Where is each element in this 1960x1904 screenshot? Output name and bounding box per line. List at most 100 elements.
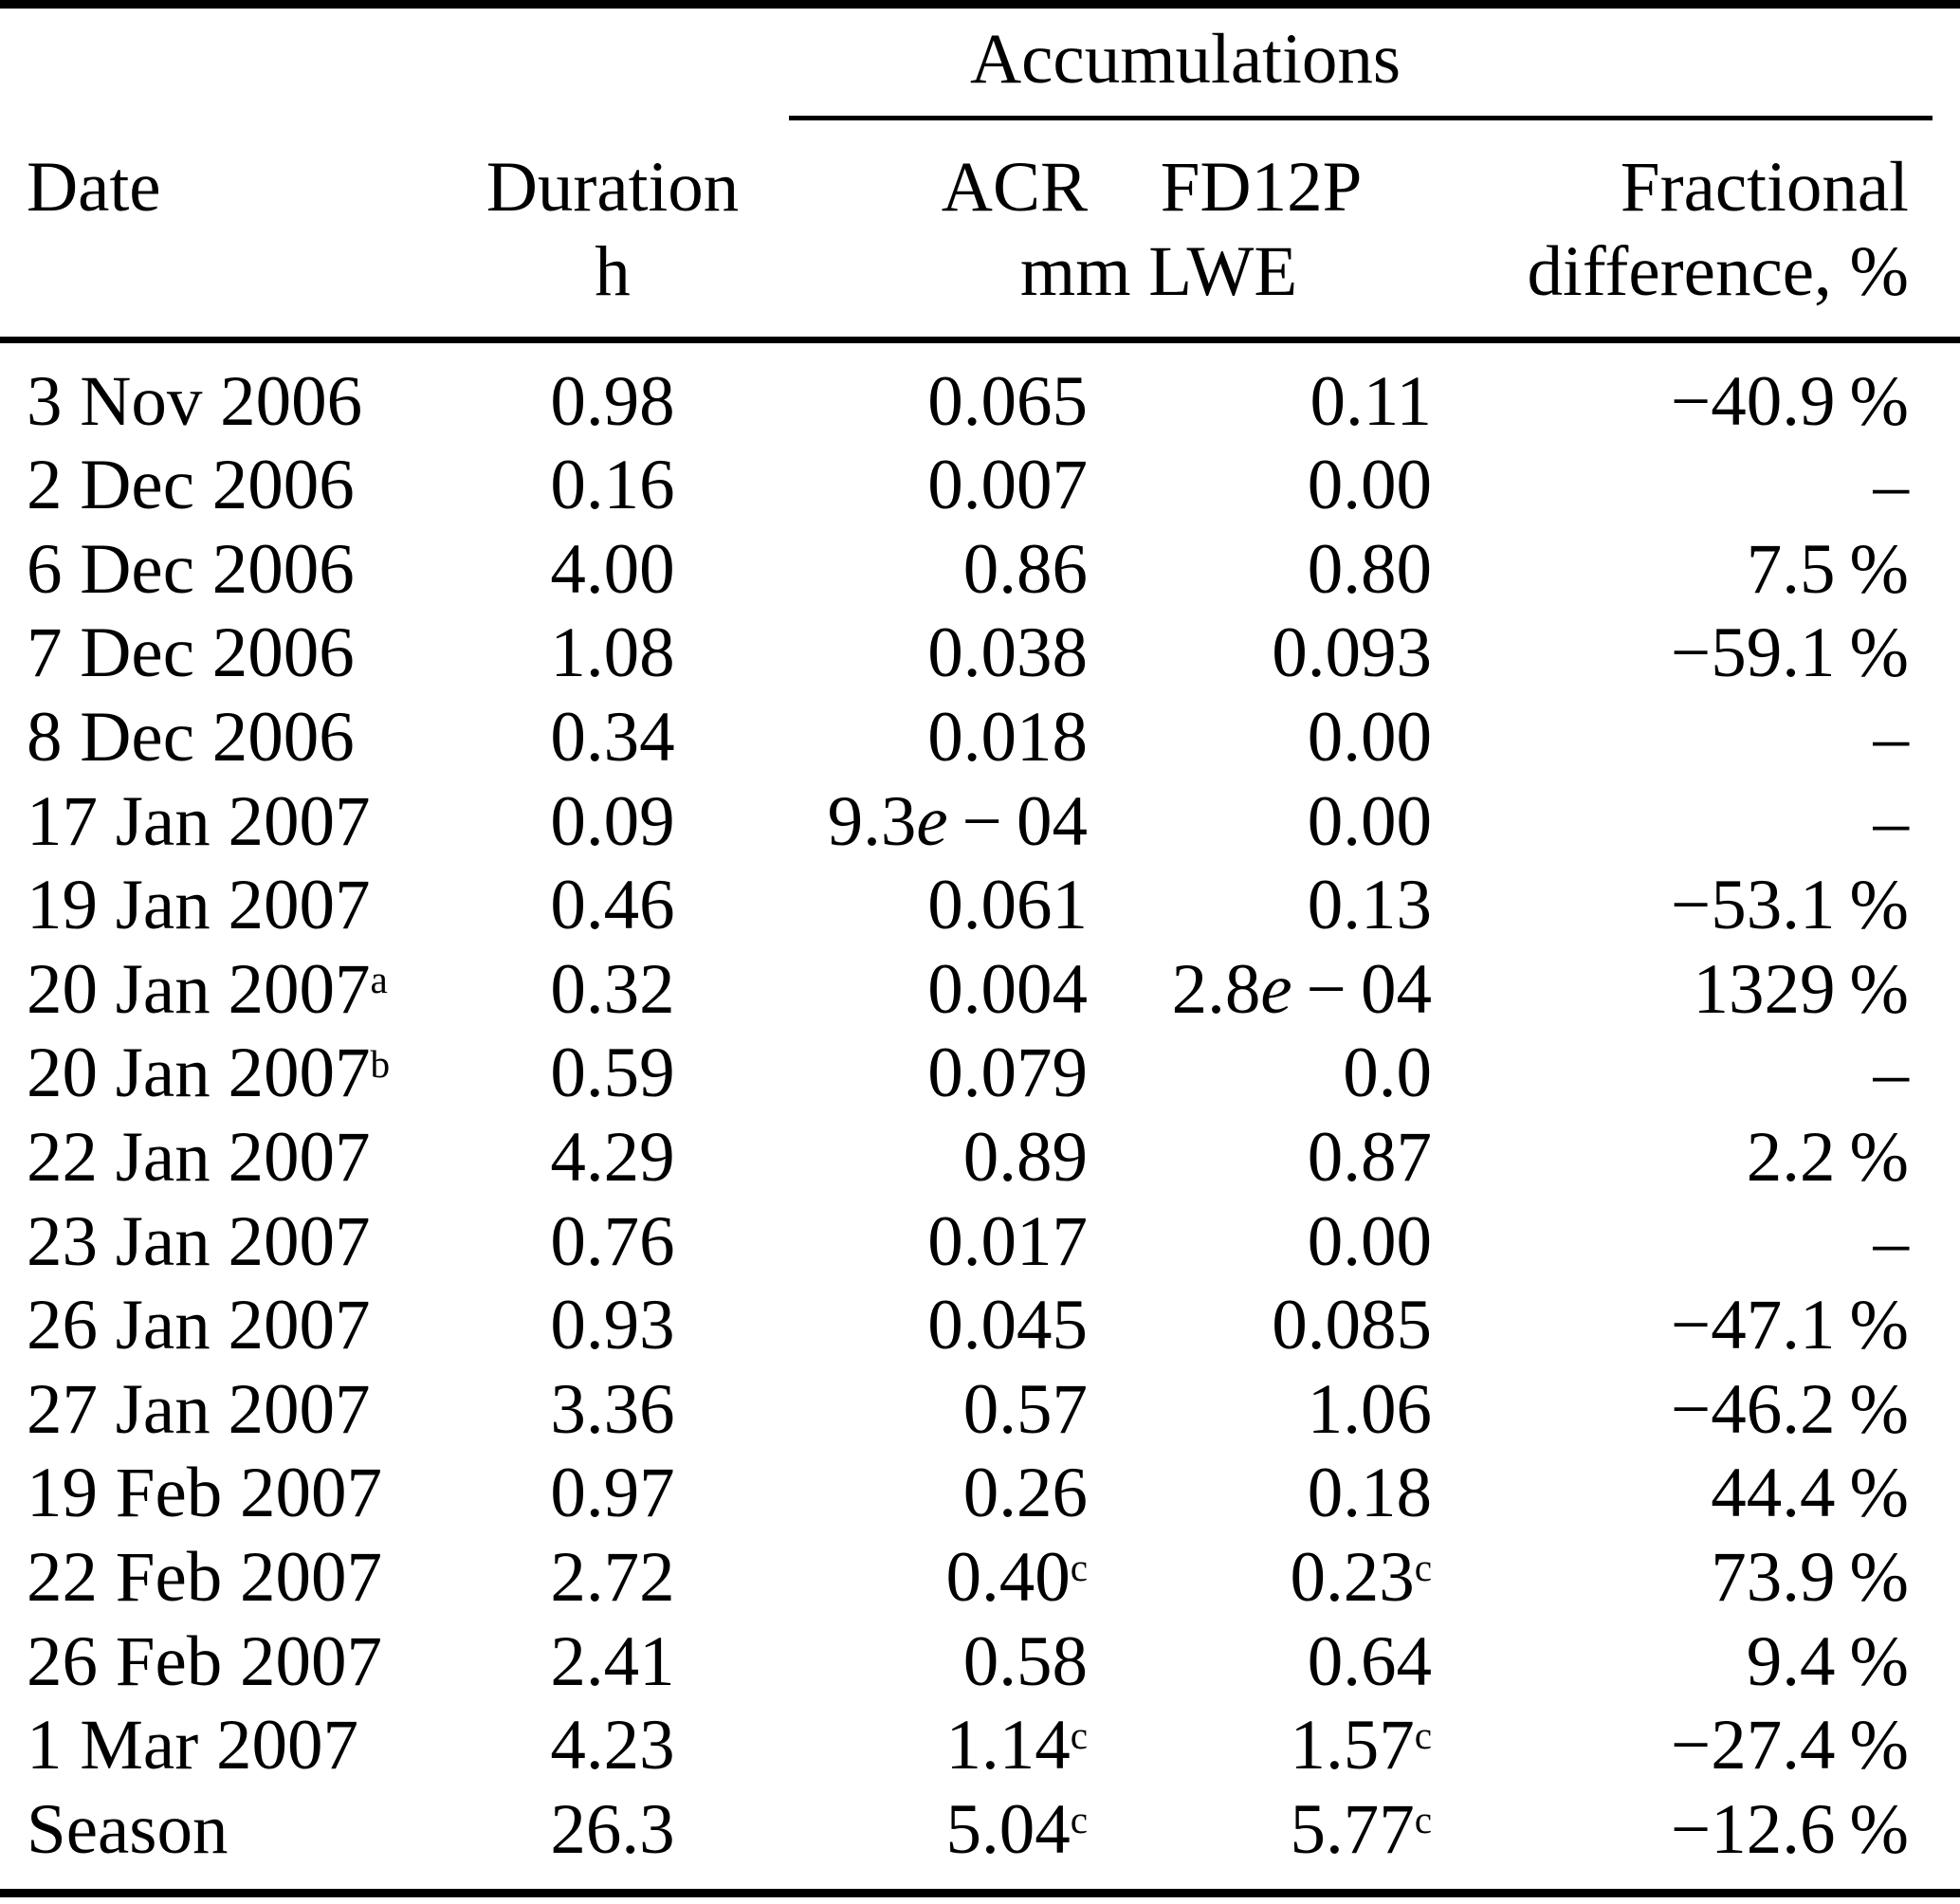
cell-date: 8 Dec 2006 [27, 697, 355, 777]
cell-acr: 0.045 [927, 1286, 1088, 1365]
cell-fractional: 2.2 % [1746, 1117, 1909, 1197]
cell-acr: 0.26 [962, 1454, 1088, 1533]
cell-duration: 4.00 [550, 529, 675, 609]
cell-fd12p: 0.23c [1290, 1537, 1432, 1617]
cell-duration: 1.08 [550, 613, 675, 693]
cell-fd12p: 0.87 [1307, 1117, 1432, 1197]
cell-date: Season [27, 1789, 229, 1869]
cell-fractional: 7.5 % [1746, 529, 1909, 609]
cell-fractional: −27.4 % [1670, 1706, 1909, 1785]
group-header-accumulations: Accumulations [969, 20, 1401, 99]
cell-date: 7 Dec 2006 [27, 613, 355, 693]
cell-acr: 0.065 [927, 361, 1088, 441]
cell-acr: 0.018 [927, 697, 1088, 777]
cell-fd12p: 0.00 [1307, 697, 1432, 777]
cell-duration: 0.98 [550, 361, 675, 441]
table-row: 23 Jan 2007 0.76 0.017 0.00 – [0, 1199, 1960, 1284]
cell-fractional: – [1873, 781, 1910, 861]
cell-acr: 0.007 [927, 446, 1088, 525]
column-header-fd12p: FD12P [1160, 148, 1363, 227]
cell-duration: 0.46 [550, 866, 675, 945]
accumulations-spanner-rule [789, 116, 1933, 120]
cell-fractional: – [1873, 1201, 1910, 1281]
cell-fd12p: 0.13 [1307, 866, 1432, 945]
cell-fd12p: 0.00 [1307, 446, 1432, 525]
cell-fractional: −40.9 % [1670, 361, 1909, 441]
cell-date: 20 Jan 2007a [27, 949, 388, 1029]
cell-fd12p: 0.18 [1307, 1454, 1432, 1533]
cell-acr: 0.004 [927, 949, 1088, 1029]
cell-fd12p: 0.00 [1307, 1201, 1432, 1281]
table-row: 26 Feb 2007 2.41 0.58 0.64 9.4 % [0, 1620, 1960, 1704]
column-header-fractional-unit: difference, % [1527, 232, 1909, 311]
cell-date: 26 Jan 2007 [27, 1286, 371, 1365]
column-header-fractional: Fractional [1620, 148, 1909, 227]
table-row: 6 Dec 2006 4.00 0.86 0.80 7.5 % [0, 527, 1960, 612]
cell-date: 27 Jan 2007 [27, 1369, 371, 1449]
cell-fractional: −46.2 % [1670, 1369, 1909, 1449]
cell-acr: 0.061 [927, 866, 1088, 945]
column-header-accum-unit: mm LWE [1019, 232, 1298, 311]
cell-acr: 0.038 [927, 613, 1088, 693]
table-row: 3 Nov 2006 0.98 0.065 0.11 −40.9 % [0, 359, 1960, 444]
cell-duration: 26.3 [550, 1789, 675, 1869]
cell-date: 17 Jan 2007 [27, 781, 371, 861]
table-row: 7 Dec 2006 1.08 0.038 0.093 −59.1 % [0, 611, 1960, 695]
cell-acr: 1.14c [945, 1706, 1088, 1785]
table-row: 19 Feb 2007 0.97 0.26 0.18 44.4 % [0, 1451, 1960, 1535]
cell-date: 19 Jan 2007 [27, 866, 371, 945]
cell-date: 22 Feb 2007 [27, 1537, 382, 1617]
cell-acr: 5.04c [945, 1789, 1088, 1869]
cell-duration: 2.72 [550, 1537, 675, 1617]
cell-fd12p: 0.0 [1343, 1034, 1432, 1113]
table-row: 20 Jan 2007a 0.32 0.004 2.8e − 04 1329 % [0, 947, 1960, 1032]
cell-fractional: 1329 % [1693, 949, 1910, 1029]
cell-date: 20 Jan 2007b [27, 1034, 391, 1113]
cell-date: 6 Dec 2006 [27, 529, 355, 609]
cell-fd12p: 0.00 [1307, 781, 1432, 861]
table-row: 20 Jan 2007b 0.59 0.079 0.0 – [0, 1031, 1960, 1115]
cell-fd12p: 2.8e − 04 [1171, 949, 1432, 1029]
cell-fractional: −12.6 % [1670, 1789, 1909, 1869]
table-row: 27 Jan 2007 3.36 0.57 1.06 −46.2 % [0, 1367, 1960, 1452]
cell-fd12p: 0.085 [1272, 1286, 1432, 1365]
cell-duration: 0.09 [550, 781, 675, 861]
cell-fractional: −53.1 % [1670, 866, 1909, 945]
cell-fractional: 9.4 % [1746, 1621, 1909, 1701]
cell-fd12p: 1.57c [1290, 1706, 1432, 1785]
cell-duration: 0.76 [550, 1201, 675, 1281]
table-row: 1 Mar 2007 4.23 1.14c 1.57c −27.4 % [0, 1703, 1960, 1787]
column-header-duration-unit: h [595, 232, 631, 311]
cell-fd12p: 0.093 [1272, 613, 1432, 693]
cell-duration: 0.32 [550, 949, 675, 1029]
table-row: 2 Dec 2006 0.16 0.007 0.00 – [0, 443, 1960, 527]
cell-fractional: 44.4 % [1711, 1454, 1909, 1533]
cell-date: 23 Jan 2007 [27, 1201, 371, 1281]
table-bottom-rule [0, 1889, 1960, 1897]
table-row: 22 Jan 2007 4.29 0.89 0.87 2.2 % [0, 1115, 1960, 1199]
cell-duration: 4.23 [550, 1706, 675, 1785]
cell-fractional: −59.1 % [1670, 613, 1909, 693]
cell-duration: 4.29 [550, 1117, 675, 1197]
cell-date: 2 Dec 2006 [27, 446, 355, 525]
cell-duration: 0.16 [550, 446, 675, 525]
group-header-row: Accumulations [0, 17, 1960, 101]
cell-fractional: – [1873, 697, 1910, 777]
table-row: 22 Feb 2007 2.72 0.40c 0.23c 73.9 % [0, 1535, 1960, 1620]
cell-duration: 0.97 [550, 1454, 675, 1533]
cell-fractional: – [1873, 446, 1910, 525]
table-row: 8 Dec 2006 0.34 0.018 0.00 – [0, 695, 1960, 779]
header-bottom-rule [0, 337, 1960, 343]
cell-fd12p: 0.80 [1307, 529, 1432, 609]
column-header-acr: ACR [941, 148, 1088, 227]
cell-date: 19 Feb 2007 [27, 1454, 382, 1533]
cell-fd12p: 5.77c [1290, 1789, 1432, 1869]
table-row: 17 Jan 2007 0.09 9.3e − 04 0.00 – [0, 779, 1960, 864]
table-row: 26 Jan 2007 0.93 0.045 0.085 −47.1 % [0, 1283, 1960, 1367]
cell-acr: 0.86 [962, 529, 1088, 609]
cell-acr: 0.89 [962, 1117, 1088, 1197]
cell-fd12p: 0.64 [1307, 1621, 1432, 1701]
table-top-rule [0, 0, 1960, 9]
cell-acr: 0.57 [962, 1369, 1088, 1449]
